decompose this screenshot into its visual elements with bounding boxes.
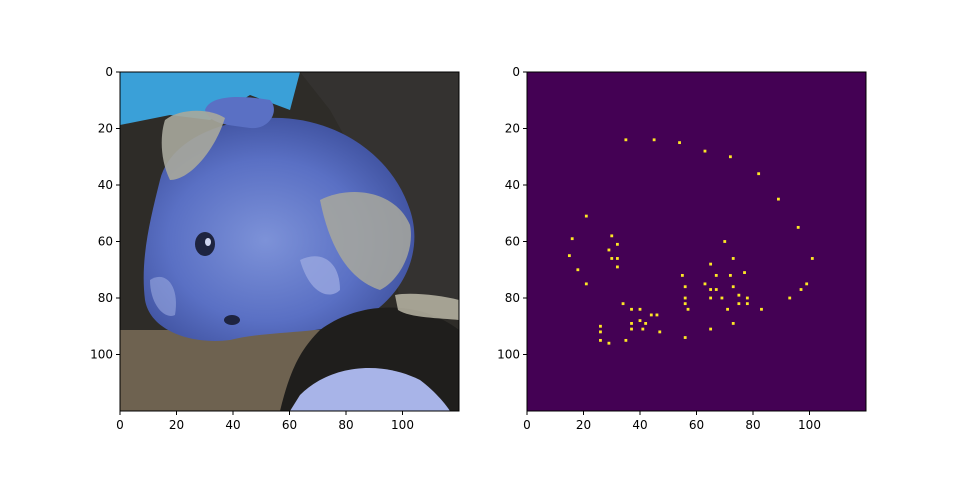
keypoint-marker [584,214,588,218]
keypoint-marker [805,282,809,286]
keypoint-map-y-tick-label: 20 [505,122,520,136]
keypoint-map-x-tick-label: 80 [745,418,760,432]
keypoint-marker [683,302,687,306]
keypoint-marker [621,302,625,306]
keypoint-marker [709,296,713,300]
keypoint-map-y-tick-label: 60 [505,235,520,249]
keypoint-marker [731,322,735,325]
keypoint-marker [649,313,653,317]
keypoint-marker [652,138,656,142]
keypoint-marker [709,288,713,291]
photo-x-tick-label: 60 [282,418,297,432]
keypoint-marker [709,327,713,331]
keypoint-marker [607,248,611,252]
photo-x-tick-label: 80 [338,418,353,432]
keypoint-map-y-tick-label: 0 [512,65,520,79]
keypoint-marker [743,271,746,274]
keypoint-marker [788,296,792,300]
photo-y-tick-label: 80 [98,291,113,305]
keypoint-marker [683,336,687,339]
keypoint-marker [638,307,642,311]
keypoint-marker [610,234,614,238]
keypoint-marker [658,330,662,334]
keypoint-map-x-tick-label: 60 [689,418,704,432]
photo-image [120,72,459,411]
keypoint-marker [728,273,732,277]
keypoint-map-x-tick-label: 100 [798,418,821,432]
keypoint-map-y-tick-label: 100 [497,348,520,362]
photo-y-tick-label: 0 [105,65,113,79]
keypoint-marker [760,307,763,311]
keypoint-marker [799,288,803,291]
keypoint-marker [630,327,633,331]
keypoint-map-x-tick-label: 0 [523,418,531,432]
keypoint-marker [757,172,761,176]
keypoint-marker [644,322,648,325]
keypoint-marker [703,282,707,286]
keypoint-marker [731,257,735,260]
keypoint-marker [599,324,602,328]
keypoint-marker [709,262,713,266]
keypoint-marker [703,149,707,153]
keypoint-marker [607,341,611,345]
keypoint-marker [683,285,687,289]
keypoint-marker [615,257,619,260]
keypoint-marker [599,330,602,334]
keypoint-marker [599,338,602,342]
keypoint-markers [567,138,814,345]
keypoint-marker [641,327,645,331]
keypoint-marker [714,273,718,277]
keypoint-marker [720,296,724,300]
keypoint-map-x-tick-label: 20 [576,418,591,432]
photo-x-tick-label: 20 [169,418,184,432]
photo-y-tick-label: 40 [98,178,113,192]
keypoint-map-axis-ticks: 0 20 40 60 80 100 0 20 40 60 80 100 [497,65,821,432]
keypoint-marker [777,197,780,201]
keypoint-marker [584,282,588,286]
keypoint-marker [686,307,690,311]
keypoint-marker [737,293,741,297]
keypoint-map-y-tick-label: 80 [505,291,520,305]
keypoint-map-x-tick-label: 40 [632,418,647,432]
keypoint-marker [615,242,619,246]
keypoint-marker [610,257,614,260]
keypoint-marker [728,155,732,159]
keypoint-marker [726,307,729,311]
photo-panel: 0 20 40 60 80 100 0 20 40 60 80 100 [90,65,460,432]
keypoint-marker [683,296,687,300]
keypoint-marker [576,268,580,272]
keypoint-marker [638,319,642,323]
keypoint-marker [630,322,633,325]
keypoint-marker [737,302,741,306]
keypoint-marker [570,237,574,241]
photo-y-tick-label: 60 [98,235,113,249]
keypoint-marker [678,141,681,145]
keypoint-map-background [527,72,866,411]
keypoint-marker [680,273,684,277]
keypoint-marker [731,285,735,289]
photo-x-tick-label: 40 [225,418,240,432]
keypoint-marker [745,302,749,306]
keypoint-marker [745,296,749,300]
photo-axis-ticks: 0 20 40 60 80 100 0 20 40 60 80 100 [90,65,414,432]
keypoint-marker [714,288,718,291]
keypoint-marker [624,138,628,142]
keypoint-marker [624,338,628,342]
keypoint-marker [796,225,800,229]
keypoint-marker [655,313,659,317]
keypoint-marker [810,257,814,260]
keypoint-marker [723,240,727,243]
keypoint-marker [630,307,633,311]
photo-x-tick-label: 0 [116,418,124,432]
photo-y-tick-label: 100 [90,348,113,362]
photo-y-tick-label: 20 [98,122,113,136]
photo-x-tick-label: 100 [391,418,414,432]
keypoint-map-y-tick-label: 40 [505,178,520,192]
keypoint-marker [567,254,571,258]
keypoint-map-panel: 0 20 40 60 80 100 0 20 40 60 80 100 [497,65,867,432]
keypoint-marker [615,265,619,269]
